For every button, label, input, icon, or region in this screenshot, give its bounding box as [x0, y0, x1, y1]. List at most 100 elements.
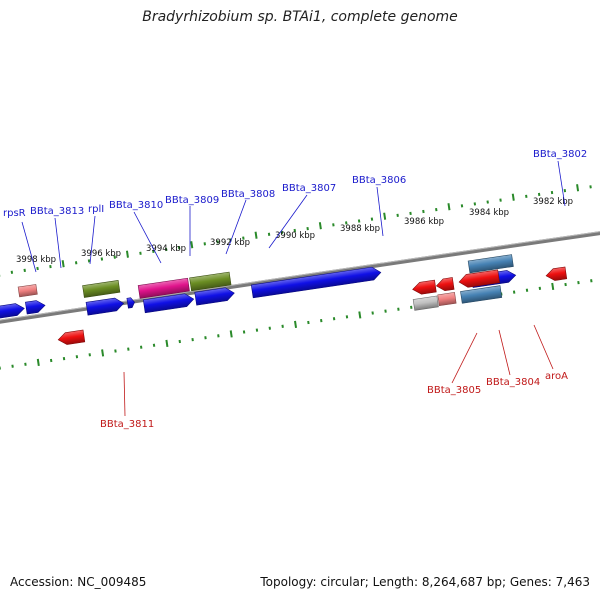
upper-minor-tick	[422, 209, 425, 214]
gene-BBta_3807-forward	[194, 287, 235, 306]
lower-leader-line	[498, 329, 511, 376]
gene-BBta_3811	[57, 329, 86, 345]
gene-BBta_3805-gray	[412, 295, 439, 311]
lower-minor-tick	[410, 305, 413, 309]
ruler-label: 3990 kbp	[275, 231, 315, 241]
lower-minor-tick	[320, 318, 323, 323]
ruler-label: 3996 kbp	[81, 249, 121, 259]
gene-BBta_3809	[126, 297, 135, 309]
upper-leader-line	[376, 186, 384, 237]
upper-minor-tick	[23, 268, 26, 273]
upper-minor-tick	[74, 261, 78, 265]
lower-gene-label: BBta_3805	[427, 385, 481, 396]
upper-scale-track	[0, 184, 592, 277]
lower-minor-tick	[152, 343, 156, 347]
lower-leader-line	[451, 332, 478, 384]
lower-minor-tick	[384, 309, 387, 313]
upper-minor-tick	[267, 232, 271, 236]
upper-minor-tick	[589, 185, 592, 189]
upper-minor-tick	[49, 264, 52, 269]
upper-major-tick	[125, 250, 129, 258]
upper-gene-label: BBta_3806	[352, 175, 406, 186]
gene-BBta_3808-forward	[142, 293, 195, 314]
lower-minor-tick	[371, 311, 374, 315]
upper-major-tick	[190, 241, 194, 249]
ruler-label: 3988 kbp	[340, 224, 380, 234]
upper-minor-tick	[345, 221, 348, 225]
gene-BBta_3804-salmon	[437, 292, 457, 307]
lower-minor-tick	[191, 337, 194, 342]
lower-leader-line	[123, 371, 126, 417]
gene-BBta_3813	[0, 303, 25, 320]
upper-leader-line	[133, 211, 162, 264]
upper-gene-label: BBta_3809	[165, 195, 219, 206]
lower-minor-tick	[268, 326, 272, 330]
gene-BBta_3804	[435, 277, 455, 292]
upper-minor-tick	[203, 242, 206, 246]
ruler-label: 3998 kbp	[16, 255, 56, 265]
lower-minor-tick	[397, 307, 400, 311]
gene-aroA-steel	[460, 285, 503, 304]
ruler-label: 3994 kbp	[146, 244, 186, 254]
upper-major-tick	[383, 212, 387, 220]
upper-leader-line	[54, 217, 62, 269]
upper-minor-tick	[435, 207, 438, 212]
upper-leader-line	[89, 215, 96, 265]
lower-minor-tick	[217, 334, 220, 338]
upper-minor-tick	[36, 266, 39, 271]
lower-minor-tick	[590, 279, 593, 283]
upper-minor-tick	[473, 202, 477, 206]
upper-minor-tick	[409, 211, 412, 216]
upper-leader-line	[268, 194, 308, 249]
lower-minor-tick	[178, 339, 181, 344]
lower-minor-tick	[88, 353, 91, 357]
gene-rplI-upper	[17, 284, 38, 298]
upper-major-tick	[318, 222, 322, 230]
upper-major-tick	[61, 260, 65, 268]
lower-minor-tick	[577, 281, 580, 285]
lower-minor-tick	[255, 328, 259, 332]
upper-minor-tick	[306, 226, 309, 231]
upper-leader-line	[557, 160, 566, 207]
lower-major-tick	[36, 358, 40, 367]
gene-BBta_3807	[189, 271, 232, 292]
lower-minor-tick	[139, 345, 143, 349]
genome-track	[0, 184, 600, 370]
upper-minor-tick	[460, 204, 464, 208]
lower-minor-tick	[564, 282, 567, 287]
upper-minor-tick	[332, 223, 335, 227]
upper-major-tick	[447, 203, 451, 211]
lower-minor-tick	[345, 315, 349, 319]
lower-leader-line	[533, 324, 554, 370]
upper-minor-tick	[10, 270, 14, 274]
gene-BBta_3808	[137, 277, 190, 299]
ruler-label: 3982 kbp	[533, 197, 573, 207]
upper-major-tick	[511, 193, 515, 201]
lower-minor-tick	[49, 358, 53, 363]
upper-minor-tick	[357, 219, 361, 223]
lower-minor-tick	[62, 356, 66, 361]
upper-gene-label: BBta_3802	[533, 149, 587, 160]
lower-minor-tick	[538, 286, 542, 290]
lower-gene-label: BBta_3811	[100, 419, 154, 430]
gene-BBta_3802	[467, 254, 514, 274]
lower-minor-tick	[75, 355, 79, 359]
ruler-label: 3986 kbp	[404, 217, 444, 227]
upper-gene-label: BBta_3810	[109, 200, 163, 211]
upper-leader-line	[225, 199, 247, 255]
gene-rplI	[25, 300, 46, 315]
lower-major-tick	[358, 311, 362, 319]
gene-BBta_3810-forward	[85, 297, 125, 316]
gene-aroA	[458, 269, 500, 288]
upper-gene-label: BBta_3808	[221, 189, 275, 200]
upper-minor-tick	[280, 230, 284, 235]
lower-minor-tick	[11, 364, 14, 368]
upper-minor-tick	[563, 189, 567, 193]
upper-minor-tick	[216, 240, 219, 244]
upper-minor-tick	[152, 249, 155, 254]
upper-minor-tick	[177, 245, 181, 250]
lower-minor-tick	[307, 320, 310, 325]
lower-major-tick	[165, 339, 169, 348]
